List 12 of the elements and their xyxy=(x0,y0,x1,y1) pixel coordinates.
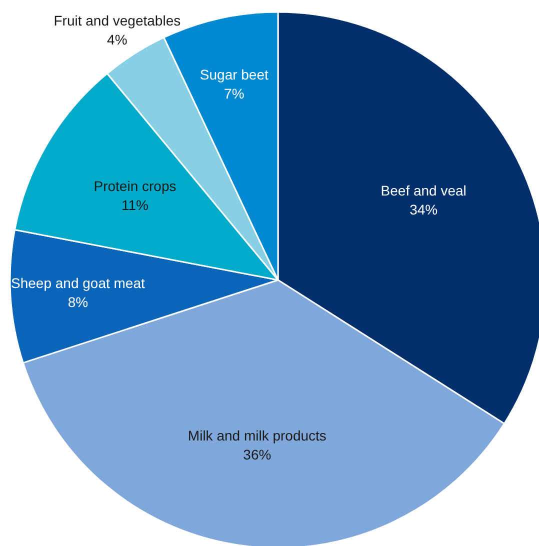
slice-label: Protein crops xyxy=(94,178,176,194)
slice-label: Beef and veal xyxy=(380,182,466,198)
data-label: 11% xyxy=(121,196,148,213)
slice-label: Fruit and vegetables xyxy=(54,12,181,28)
data-label: 8% xyxy=(68,294,88,310)
slice-label: Sheep and goat meat xyxy=(10,275,145,292)
data-label: 4% xyxy=(107,32,128,48)
slice-label: Sugar beet xyxy=(200,66,269,82)
data-label: 34% xyxy=(410,201,438,218)
data-label: 36% xyxy=(243,446,272,462)
data-label: 7% xyxy=(224,85,244,102)
slice-label: Milk and milk products xyxy=(188,427,326,444)
